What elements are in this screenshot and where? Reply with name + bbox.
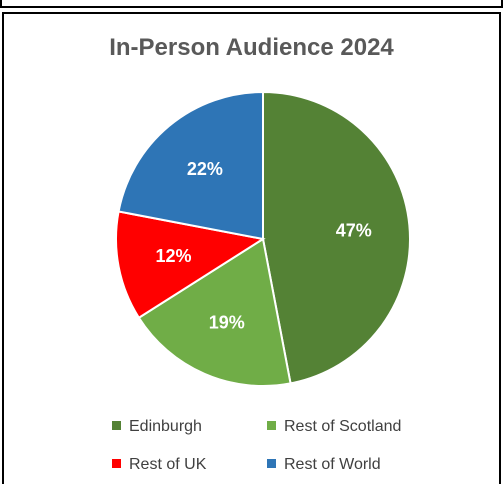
pie-slice-edinburgh [262,90,411,385]
data-label-rest-of-world: 22% [187,159,223,179]
pie-chart: 47% 19% 12% 22% [115,90,411,387]
chart-area: In-Person Audience 2024 47% 19% 12% 22% Edi… [2,12,501,484]
chart-title: In-Person Audience 2024 [109,34,394,61]
legend-swatch-edinburgh [112,421,121,431]
legend-item-rest-of-world: Rest of World [267,456,381,474]
legend-label-rest-of-world: Rest of World [284,456,381,473]
legend-item-rest-of-scotland: Rest of Scotland [267,418,401,436]
legend-swatch-rest-of-scotland [267,421,276,431]
data-label-rest-of-uk: 12% [155,246,191,266]
data-label-rest-of-scotland: 19% [209,313,245,333]
pie-slice-rest-of-world [117,90,264,241]
pie-slice-rest-of-scotland [137,237,292,387]
legend-label-rest-of-scotland: Rest of Scotland [284,418,402,435]
pie-slice-rest-of-uk [115,210,266,320]
legend-item-rest-of-uk: Rest of UK [112,456,206,474]
legend-item-edinburgh: Edinburgh [112,418,202,436]
data-label-edinburgh: 47% [336,220,372,240]
top-border-strip [0,0,503,8]
legend-swatch-rest-of-uk [112,459,121,469]
legend-swatch-rest-of-world [267,459,276,469]
legend-label-rest-of-uk: Rest of UK [129,456,207,473]
legend-label-edinburgh: Edinburgh [129,418,202,435]
